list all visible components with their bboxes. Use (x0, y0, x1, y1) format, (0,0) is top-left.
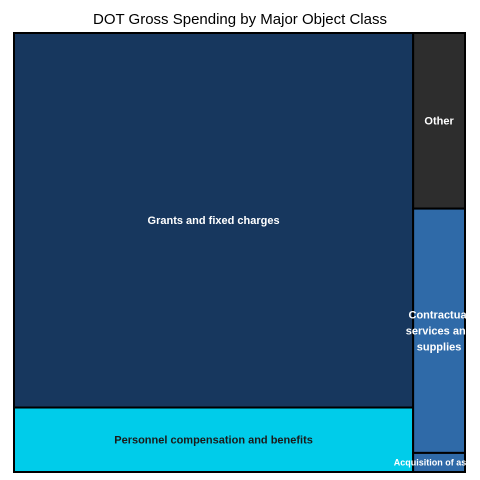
tile-label-grants-and-fixed-charges: Grants and fixed charges (148, 215, 280, 227)
tile-acquisition-of-assets (412, 451, 467, 474)
tile-personnel-compensation-and-benefits (13, 406, 415, 474)
tile-label-contractual-services-and-supplies: Contractual services and supplies (406, 310, 473, 354)
tile-other (412, 32, 467, 210)
tile-label-personnel-compensation-and-benefits: Personnel compensation and benefits (114, 435, 313, 447)
tile-label-other: Other (424, 116, 454, 128)
chart-title: DOT Gross Spending by Major Object Class (92, 11, 387, 28)
tile-label-acquisition-of-assets: Acquisition of assets (394, 458, 480, 468)
tile-contractual-services-and-supplies (412, 207, 467, 454)
